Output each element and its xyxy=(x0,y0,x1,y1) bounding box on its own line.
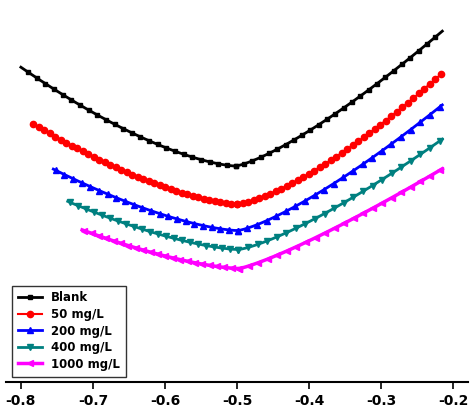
Line: 1000 mg/L: 1000 mg/L xyxy=(79,227,242,272)
Blank xyxy=(55,90,61,95)
200 mg/L xyxy=(162,213,167,218)
50 mg/L xyxy=(29,121,35,126)
Blank xyxy=(162,145,168,150)
Line: 200 mg/L: 200 mg/L xyxy=(50,166,241,234)
50 mg/L xyxy=(64,141,70,146)
Blank xyxy=(148,139,154,144)
1000 mg/L xyxy=(174,256,180,261)
200 mg/L xyxy=(174,217,180,222)
1000 mg/L xyxy=(79,227,85,232)
1000 mg/L xyxy=(237,266,242,271)
200 mg/L xyxy=(50,166,56,171)
50 mg/L xyxy=(167,186,173,191)
400 mg/L xyxy=(168,235,173,240)
1000 mg/L xyxy=(185,259,191,264)
Line: 400 mg/L: 400 mg/L xyxy=(64,198,242,253)
50 mg/L xyxy=(118,167,124,172)
400 mg/L xyxy=(95,211,100,216)
Blank xyxy=(112,122,118,127)
400 mg/L xyxy=(146,229,152,234)
Blank xyxy=(18,65,24,70)
1000 mg/L xyxy=(148,250,154,255)
400 mg/L xyxy=(65,199,71,204)
Line: Blank: Blank xyxy=(18,65,238,169)
Legend: Blank, 50 mg/L, 200 mg/L, 400 mg/L, 1000 mg/L: Blank, 50 mg/L, 200 mg/L, 400 mg/L, 1000… xyxy=(12,286,126,376)
1000 mg/L xyxy=(154,252,160,256)
Blank xyxy=(84,107,90,112)
Line: 50 mg/L: 50 mg/L xyxy=(28,120,240,207)
1000 mg/L xyxy=(107,237,112,242)
200 mg/L xyxy=(138,205,144,210)
50 mg/L xyxy=(127,171,132,176)
50 mg/L xyxy=(153,181,158,186)
400 mg/L xyxy=(118,219,123,224)
200 mg/L xyxy=(131,202,137,207)
Blank xyxy=(120,126,126,131)
400 mg/L xyxy=(139,227,145,232)
200 mg/L xyxy=(108,193,113,198)
400 mg/L xyxy=(236,247,241,252)
200 mg/L xyxy=(82,182,88,187)
50 mg/L xyxy=(92,155,98,160)
200 mg/L xyxy=(235,228,241,233)
50 mg/L xyxy=(234,201,240,206)
1000 mg/L xyxy=(128,244,134,249)
Blank xyxy=(233,164,238,169)
400 mg/L xyxy=(180,238,185,243)
